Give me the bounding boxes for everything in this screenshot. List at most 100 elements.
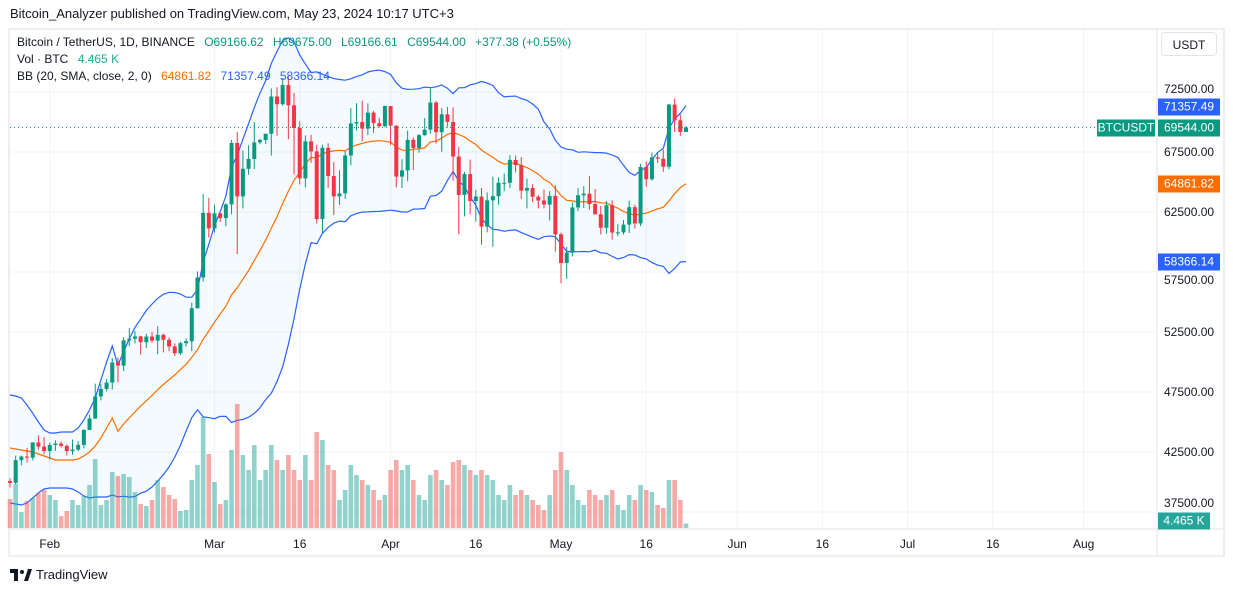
volume-bar [507,485,513,528]
candle-body [490,196,495,201]
volume-bar [24,501,30,528]
candle [598,206,603,235]
candle [655,153,660,163]
candle-body [36,442,41,447]
volume-bar [587,490,592,528]
candle [36,435,41,450]
candle [394,125,399,188]
candle-body [309,141,314,152]
volume-bar [393,460,399,528]
volume-bar [490,480,496,528]
volume-bar [229,450,234,528]
candle [553,185,558,252]
volume-bar [365,485,371,528]
candle-body [428,102,433,130]
candle-body [649,157,654,180]
candle-body [297,128,302,179]
candle [388,106,393,146]
candle [678,114,683,136]
candle-body [64,445,69,452]
volume-bar [251,445,257,528]
volume-bar [632,500,638,528]
legend-volume-row: Vol · BTC 4.465 K [17,52,125,66]
volume-bar [462,465,467,528]
candle-body [144,336,149,343]
volume-bar [660,508,666,528]
ohlc-open: O69166.62 [204,35,264,49]
volume-bar [399,470,405,528]
candle-body [496,182,501,197]
tradingview-logo[interactable]: TradingView [10,567,108,582]
candle [93,383,98,419]
candle [286,76,291,140]
candle-body [507,159,512,183]
legend-bb-row: BB (20, SMA, close, 2, 0) 64861.82 71357… [17,69,336,83]
candle [326,143,331,188]
candle-body [655,157,660,159]
volume-bar [376,500,382,528]
candle-body [360,122,365,129]
candle-body [666,104,671,167]
candle-body [553,195,558,235]
candle [132,331,137,344]
volume-bar [280,470,285,528]
volume-bar [541,510,547,528]
candle-body [326,147,331,176]
bb-fill [10,37,686,506]
candle [530,184,535,203]
price-tick-label: 37500.00 [1164,496,1215,510]
volume-bar [445,485,450,528]
candle-body [286,85,291,106]
volume-bar [581,505,587,528]
candle-body [587,193,592,205]
candle-body [479,196,484,227]
bb-label[interactable]: BB (20, SMA, close, 2, 0) [17,69,152,83]
candle [496,177,501,205]
volume-bar [388,470,393,528]
volume-bar [564,470,570,528]
candle [240,150,245,209]
candle-body [8,481,12,483]
candle [121,337,126,371]
candle [519,157,524,199]
candle-body [377,123,382,127]
symbol-name[interactable]: Bitcoin / TetherUS, 1D, BINANCE [17,35,195,49]
candle [587,176,592,210]
ohlc-low: L69166.61 [340,35,398,49]
candle [246,145,251,175]
volume-bar [189,480,195,528]
candle-body [672,104,677,121]
volume-bar [41,490,47,528]
volume-bar [7,499,13,528]
volume-bar [30,498,36,528]
candle [47,442,52,460]
candle [399,159,404,188]
volume-bar [314,432,320,528]
currency-button[interactable]: USDT [1161,32,1217,56]
volume-label[interactable]: Vol · BTC [17,52,69,66]
volume-bar [479,470,484,528]
volume-bar [104,500,109,528]
candle-body [388,106,393,126]
candle-body [252,142,257,159]
candle-body [627,207,632,225]
candle-body [559,234,564,263]
volume-bar [558,452,564,528]
volume-bar [536,505,541,528]
volume-bar [518,490,524,528]
volume-bar [286,455,291,528]
candle [235,131,240,254]
volume-bar [524,495,530,528]
candle-body [632,207,637,224]
volume-bar [144,506,149,528]
candle-body [615,232,620,234]
candle-body [47,445,52,452]
volume-bar [297,480,303,528]
candle-body [81,429,86,445]
candle-body [184,341,189,344]
volume-bar [433,470,439,528]
candle-body [462,174,467,195]
candle [649,152,654,181]
